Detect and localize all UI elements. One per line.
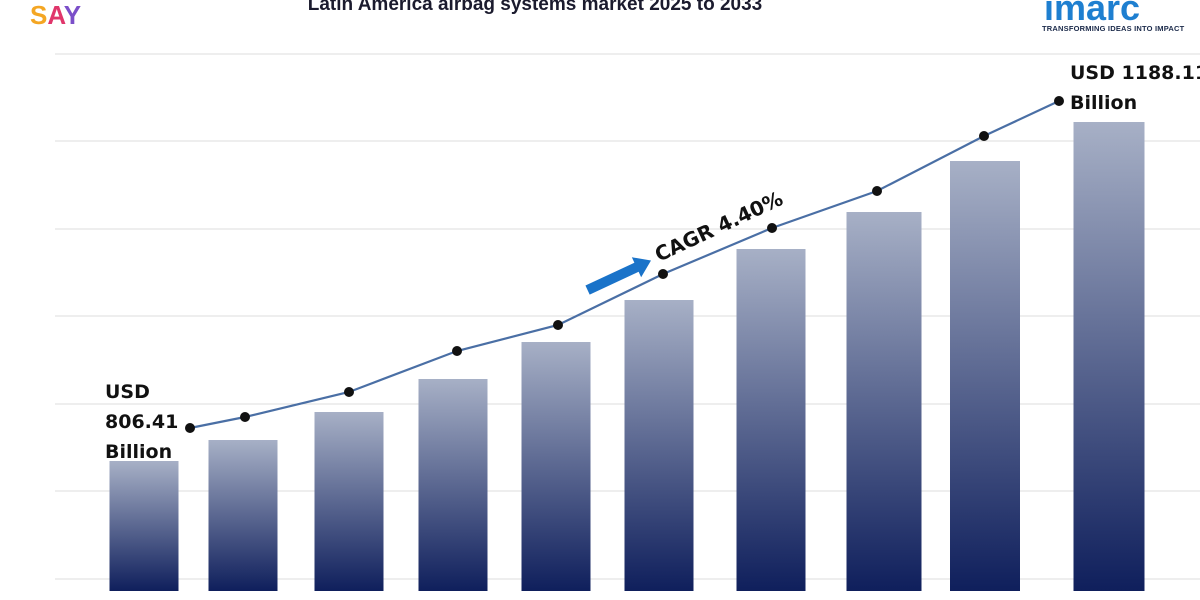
chart-title: Latin America airbag systems market 2025…	[308, 0, 762, 15]
start-label-unit: Billion	[105, 441, 172, 463]
trend-point	[872, 186, 882, 196]
trend-line	[185, 96, 1064, 433]
trend-point	[1054, 96, 1064, 106]
trend-point	[344, 387, 354, 397]
bar-2032b	[950, 161, 1020, 591]
start-label-line1: USD	[105, 381, 150, 403]
trend-point	[452, 346, 462, 356]
start-label-value: 806.41	[105, 411, 178, 433]
bar-2025	[109, 461, 179, 591]
bar-2029	[521, 342, 591, 591]
trend-point	[979, 131, 989, 141]
cagr-arrow	[585, 257, 652, 295]
trend-point	[185, 423, 195, 433]
imarc-tagline: TRANSFORMING IDEAS INTO IMPACT	[1042, 24, 1185, 33]
imarc-logo: imarc	[1044, 0, 1140, 28]
end-label-unit: Billion	[1070, 92, 1137, 114]
bar-2028	[418, 379, 488, 591]
bar-2027	[314, 412, 384, 591]
trend-point	[658, 269, 668, 279]
trend-point	[240, 412, 250, 422]
bar-2026	[208, 440, 278, 591]
trend-point	[553, 320, 563, 330]
bar-2031	[736, 249, 806, 591]
trend-point	[767, 223, 777, 233]
bar-2033	[1073, 122, 1145, 591]
bar-2030	[624, 300, 694, 591]
trend-line-path	[189, 100, 1060, 430]
say-logo: SAY	[30, 0, 81, 30]
end-label-value: USD 1188.11	[1070, 62, 1200, 84]
bars	[109, 122, 1145, 591]
bar-2032	[846, 212, 922, 591]
